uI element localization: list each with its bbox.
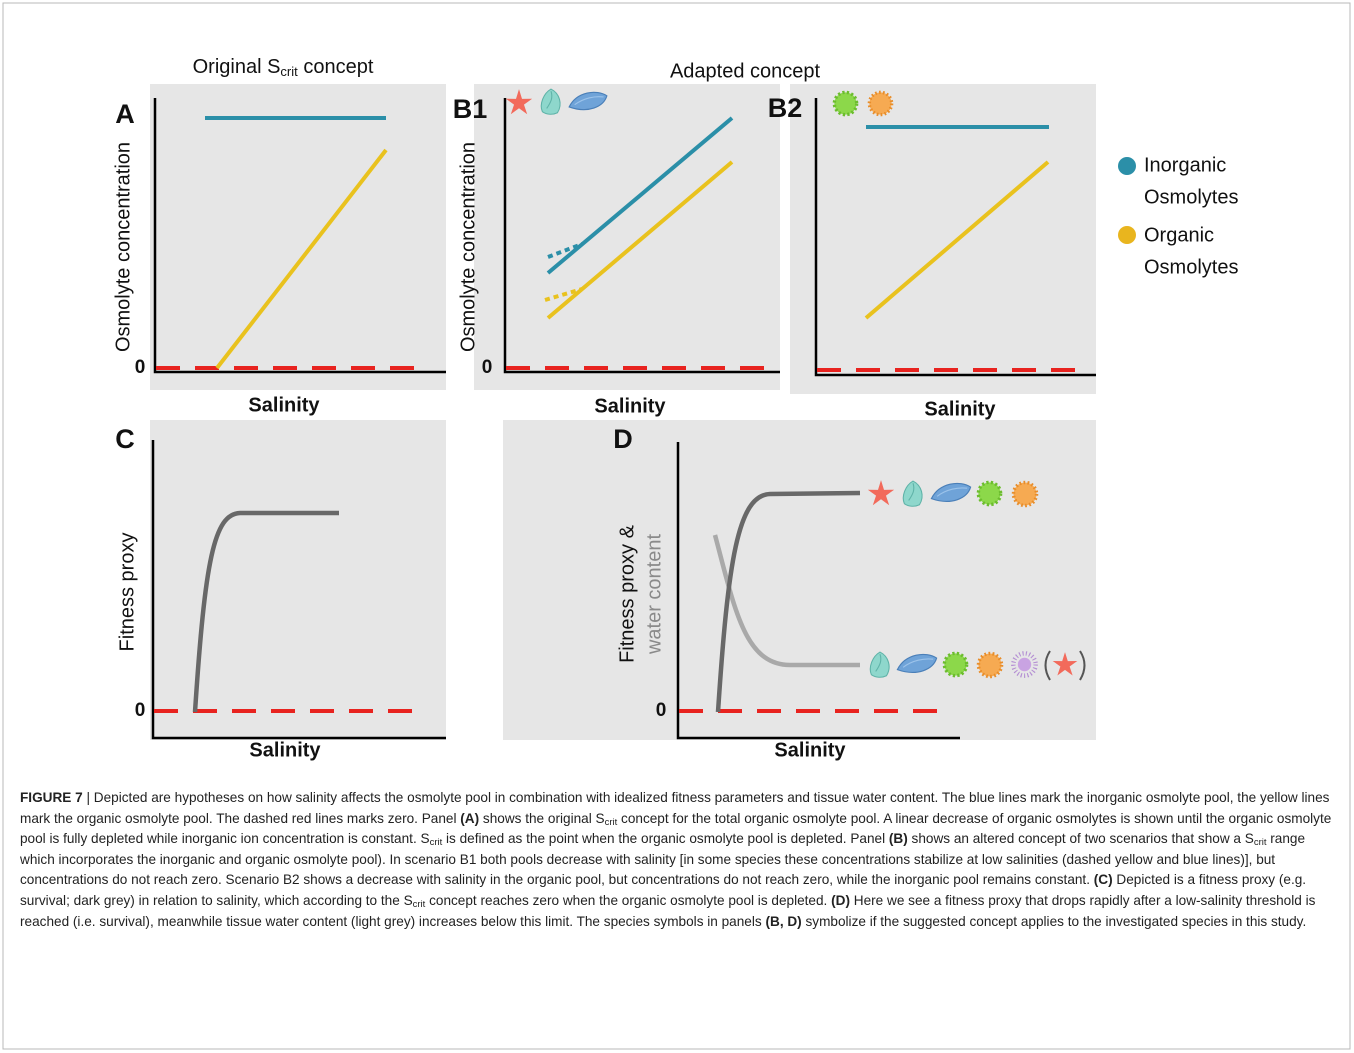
icon-green-urchin xyxy=(832,90,859,117)
axis xyxy=(814,98,1096,377)
caption-text: Depicted is a fitness proxy (e.g. surviv… xyxy=(20,872,1307,908)
zero-label: 0 xyxy=(135,700,146,721)
y-axis-label: water content xyxy=(643,534,665,656)
legend: Inorganic Osmolytes Organic Osmolytes xyxy=(1118,154,1238,278)
fitness-curve xyxy=(192,510,339,713)
legend-label: Organic xyxy=(1144,224,1214,246)
caption-text: Here we see a fitness proxy that drops r… xyxy=(20,892,1316,929)
caption-label: FIGURE 7 xyxy=(20,790,83,805)
caption-subscript: crit xyxy=(604,816,618,828)
inorganic-line xyxy=(546,116,734,275)
icon-orange-urchin xyxy=(976,651,1004,679)
axis xyxy=(153,98,446,374)
x-axis-label: Salinity xyxy=(924,398,996,420)
axis xyxy=(676,442,960,740)
caption-text: | Depicted are hypotheses on how salinit… xyxy=(20,790,1330,826)
panel-bg xyxy=(503,420,1096,740)
legend-label: Osmolytes xyxy=(1144,186,1238,208)
legend-label: Inorganic xyxy=(1144,154,1226,176)
caption-text: shows the original S xyxy=(479,810,605,826)
x-axis-label: Salinity xyxy=(249,739,321,761)
panel-bg xyxy=(150,420,446,740)
water-content-curve xyxy=(712,534,860,668)
icon-green-urchin xyxy=(976,480,1003,507)
caption: FIGURE 7 | Depicted are hypotheses on ho… xyxy=(20,788,1338,932)
caption-ref: (B) xyxy=(888,831,908,847)
panel-letter: C xyxy=(115,424,135,454)
x-axis-label: Salinity xyxy=(774,739,846,761)
caption-subscript: crit xyxy=(412,898,426,910)
x-axis-label: Salinity xyxy=(594,395,666,417)
panel-bg xyxy=(150,84,446,390)
panel-letter: A xyxy=(115,99,135,129)
fitness-curve xyxy=(715,490,861,713)
parenthesis xyxy=(1079,650,1086,681)
title-right: Adapted concept xyxy=(670,60,821,82)
title-left: Original Scrit concept xyxy=(193,56,374,79)
organic-line xyxy=(215,148,388,370)
organic-stable-line xyxy=(544,287,583,302)
caption-ref: (B, D) xyxy=(765,913,802,929)
icon-green-urchin xyxy=(942,651,969,678)
axis xyxy=(503,98,780,374)
caption-text: concept for the total organic osmolyte p… xyxy=(20,810,1332,847)
caption-subscript: crit xyxy=(429,837,443,849)
inorganic-stable-line xyxy=(547,242,583,259)
y-axis-label: Osmolyte concentration xyxy=(112,142,134,352)
caption-text: symbolize if the suggested concept appli… xyxy=(801,913,1307,929)
legend-swatch xyxy=(1118,157,1136,175)
zero-label: 0 xyxy=(482,357,493,378)
caption-text: concept reaches zero when the organic os… xyxy=(425,892,832,908)
organic-line xyxy=(546,160,734,320)
zero-label: 0 xyxy=(656,700,667,721)
panel-letter: B1 xyxy=(453,94,488,124)
title-text: Original S xyxy=(193,56,281,78)
icon-orange-urchin xyxy=(1011,480,1039,508)
caption-text: shows an altered concept of two scenario… xyxy=(907,831,1254,847)
y-axis-label: Fitness proxy xyxy=(116,533,138,652)
panel-bg xyxy=(474,84,780,390)
caption-ref: (C) xyxy=(1093,872,1113,888)
panel-letter: B2 xyxy=(768,93,803,123)
organic-line xyxy=(864,160,1050,320)
caption-text: is defined as the point when the organic… xyxy=(442,831,889,847)
y-axis-label: Fitness proxy & xyxy=(616,524,638,662)
legend-swatch xyxy=(1118,226,1136,244)
title-subscript: crit xyxy=(280,64,298,79)
caption-text: range which incorporates the inorganic a… xyxy=(20,831,1306,888)
y-axis-label: Osmolyte concentration xyxy=(457,142,479,352)
zero-label: 0 xyxy=(135,357,146,378)
axis xyxy=(151,440,446,740)
caption-subscript: crit xyxy=(1253,837,1267,849)
panel-letter: D xyxy=(613,424,633,454)
legend-label: Osmolytes xyxy=(1144,256,1238,278)
caption-ref: (A) xyxy=(460,810,480,826)
caption-ref: (D) xyxy=(831,892,850,908)
panel-bg xyxy=(790,84,1096,394)
icon-orange-urchin xyxy=(867,90,894,117)
title-text: concept xyxy=(298,56,374,78)
x-axis-label: Salinity xyxy=(248,394,320,416)
parenthesis xyxy=(1044,650,1051,681)
